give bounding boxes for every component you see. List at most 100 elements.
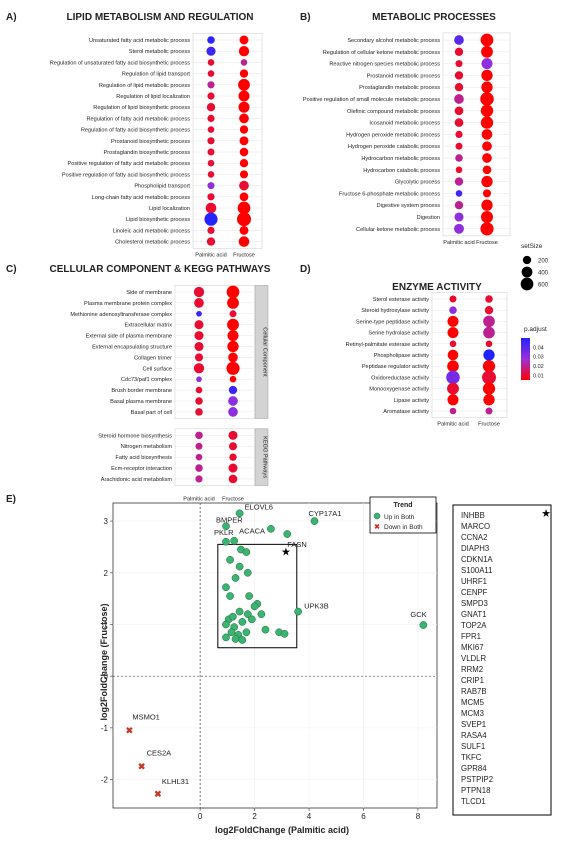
e-point-up: [222, 583, 230, 592]
a-term-label: Linoleic acid metabolic process: [113, 228, 191, 234]
e-point-down: ✖: [138, 762, 146, 772]
e-point-label: BMPER: [216, 515, 243, 524]
c-dot-fructose: [227, 318, 239, 331]
c-term-label: Plasma membrane protein complex: [84, 301, 172, 307]
c-facet-label: KEGG Pathways: [262, 436, 268, 478]
e-point-up: [230, 536, 239, 545]
b-dot-palmitic: [455, 60, 463, 68]
d-dot-fructose: [485, 407, 493, 415]
c-term-label: Brush border membrane: [111, 388, 172, 394]
b-term-label: Hydrogen peroxide metabolic process: [346, 132, 440, 138]
e-inset-star-icon: ★: [281, 547, 291, 559]
c-dot-palmitic: [195, 431, 203, 440]
b-term-label: Regulation of cellular ketone metabolic …: [323, 50, 440, 56]
d-dot-fructose: [483, 315, 495, 328]
b-dot-fructose: [481, 81, 493, 93]
c-dot-fructose: [227, 340, 239, 353]
b-term-label: Icosanoid metabolic process: [369, 121, 440, 127]
inset-gene-box: [452, 504, 552, 816]
c-term-label: Basal part of cell: [131, 410, 172, 416]
c-dot-palmitic: [195, 475, 203, 483]
e-y-tick-label: 0: [104, 672, 109, 681]
c-dot-fructose: [228, 474, 238, 484]
c-dot-fructose: [229, 310, 237, 318]
c-dot-palmitic: [195, 464, 203, 472]
size-legend-label: 200: [538, 259, 549, 265]
inset-gene-label: CCNA2: [461, 533, 487, 542]
d-term-label: Monooxygenase activity: [369, 387, 429, 393]
d-dot-fructose: [482, 382, 496, 395]
a-dot-palmitic: [207, 126, 215, 133]
e-point-up: [242, 548, 251, 556]
d-dot-palmitic: [447, 394, 459, 406]
b-dot-fructose: [480, 116, 494, 129]
color-legend-label: 0.04: [533, 345, 544, 351]
c-dot-fructose: [226, 285, 240, 299]
d-dot-palmitic: [447, 382, 459, 395]
c-term-label: Extracellular matrix: [124, 323, 172, 329]
panel-a: A) LIPID METABOLISM AND REGULATION Unsat…: [6, 12, 263, 258]
a-dot-fructose: [238, 78, 250, 91]
b-term-label: Olefinic compound metabolic process: [347, 109, 440, 115]
d-term-label: Serine-type peptidase activity: [356, 319, 429, 325]
c-dot-palmitic: [194, 353, 204, 362]
e-y-tick-label: 3: [104, 517, 109, 526]
e-y-tick-label: 2: [104, 569, 109, 578]
c-term-label: Steroid hormone biosynthesis: [98, 433, 172, 439]
e-point-up: [245, 592, 253, 600]
panel-c-letter: C): [6, 264, 17, 275]
d-term-label: Retinyl-palmitate esterase activity: [346, 342, 430, 348]
inset-gene-label: GPR84: [461, 764, 487, 773]
c-term-label: Arachidonic acid metabolism: [101, 477, 173, 483]
e-legend-swatch-up: [373, 512, 381, 520]
d-dot-palmitic: [447, 327, 459, 339]
inset-gene-label: CRIP1: [461, 676, 484, 685]
a-dot-palmitic: [207, 226, 215, 234]
d-x-tick-palmitic: Palmitic acid: [437, 422, 468, 428]
a-term-label: Regulation of fatty acid biosynthetic pr…: [81, 128, 190, 134]
e-point-up: [243, 610, 252, 618]
inset-gene-label: VLDLR: [461, 654, 487, 663]
a-dot-fructose: [239, 159, 249, 168]
b-dot-palmitic: [455, 142, 463, 150]
a-term-label: Cholesterol metabolic process: [115, 240, 190, 246]
b-term-label: Glycolytic process: [395, 180, 440, 186]
inset-gene-label: MARCO: [461, 522, 490, 531]
e-point-up: [238, 618, 247, 626]
c-dot-fructose: [228, 385, 238, 395]
e-point-up: [250, 602, 259, 611]
a-dot-palmitic: [206, 237, 216, 246]
b-term-label: Hydrocarbon metabolic process: [361, 156, 440, 162]
e-point-label: CYP17A1: [308, 509, 341, 518]
b-dot-fructose: [480, 222, 494, 236]
e-point-up: [243, 568, 252, 577]
e-legend-title: Trend: [393, 502, 412, 509]
inset-gene-label: RRM2: [461, 665, 483, 674]
e-point-label: ACACA: [239, 527, 265, 536]
inset-gene-label: RAB7B: [461, 687, 487, 696]
e-point-label: KLHL31: [162, 777, 189, 786]
e-y-tick-label: -2: [101, 776, 109, 785]
a-term-label: Regulation of lipid transport: [122, 72, 191, 78]
a-dot-fructose: [237, 212, 251, 227]
a-dot-palmitic: [207, 92, 215, 100]
c-term-label: Basal plasma membrane: [110, 399, 172, 405]
e-point-up: [280, 629, 289, 638]
b-term-label: Prostanoid metabolic process: [367, 73, 441, 79]
a-term-label: Long-chain fatty acid metabolic process: [92, 195, 190, 201]
d-dot-palmitic: [449, 340, 457, 348]
c-dot-palmitic: [196, 310, 202, 317]
c-dot-palmitic: [195, 397, 203, 405]
size-legend-dot: [521, 266, 533, 278]
c-term-label: External side of plasma membrane: [86, 334, 172, 340]
c-facet-strip: [254, 285, 269, 419]
c-dot-palmitic: [193, 363, 205, 374]
e-legend-swatch-down: ✖: [374, 523, 380, 531]
c-term-label: Collagen trimer: [134, 355, 172, 361]
a-dot-palmitic: [207, 70, 215, 77]
b-dot-fructose: [481, 175, 493, 188]
d-term-label: Peptidase regulator activity: [362, 364, 429, 370]
b-dot-fructose: [482, 141, 492, 152]
panel-b: B) METABOLIC PROCESSES Secondary alcohol…: [300, 12, 511, 246]
